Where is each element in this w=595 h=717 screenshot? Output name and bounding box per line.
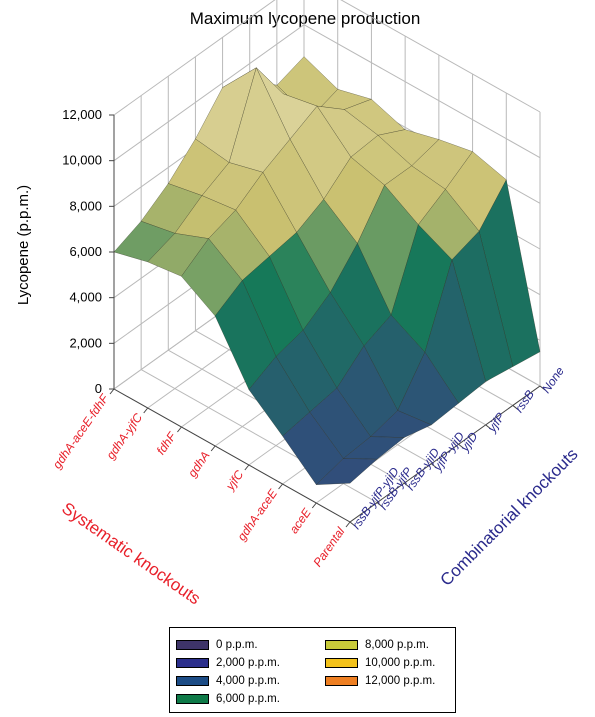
legend-swatch [325,640,358,650]
legend-label: 2,000 p.p.m. [216,657,280,669]
x-tick-mark [109,388,115,395]
x-tick-mark [278,483,283,490]
y-tick-mark [512,405,519,410]
y-tick-mark [403,482,410,488]
z-tick-label: 6,000 [69,244,102,259]
legend-item: 6,000 p.p.m. [176,692,280,706]
systematic-tick-label: Parental [310,524,347,569]
legend-swatch [176,658,209,668]
x-tick-mark [345,521,351,528]
z-tick-label: 10,000 [62,153,102,168]
x-tick-mark [210,445,216,452]
z-tick-label: 2,000 [69,335,102,350]
systematic-tick-label: gdhA-yjfC [103,410,145,461]
legend-item: 4,000 p.p.m. [176,674,280,688]
z-axis-ticks: 0 2,000 4,000 6,000 8,000 10,000 12,000 [62,107,114,396]
systematic-tick-label: gdhA [185,449,213,480]
legend-item: 12,000 p.p.m. [325,674,435,688]
legend-swatch [176,676,209,686]
legend-label: 4,000 p.p.m. [216,675,280,687]
x-tick-mark [311,502,317,509]
surface-cell [315,458,378,485]
combinatorial-tick-label: yjfP [484,410,508,435]
z-tick-label: 0 [95,381,102,396]
legend-swatch [325,676,358,686]
z-tick-label: 12,000 [62,107,102,122]
legend-label: 6,000 p.p.m. [216,693,280,705]
combinatorial-tick-label: None [539,364,567,396]
y-tick-mark [376,502,383,507]
legend-label: 10,000 p.p.m. [365,657,436,669]
legend-item: 8,000 p.p.m. [325,638,429,652]
chart-title: Maximum lycopene production [190,9,421,28]
legend-item: 0 p.p.m. [176,638,258,652]
legend-item: 10,000 p.p.m. [325,656,435,670]
axis-line [349,385,541,523]
axis-line [113,388,351,523]
y-tick-mark [539,385,546,391]
z-axis-label: Lycopene (p.p.m.) [15,185,32,305]
legend-label: 12,000 p.p.m. [365,675,436,687]
z-tick-label: 4,000 [69,290,102,305]
legend-swatch [176,694,209,704]
x-tick-mark [143,407,149,414]
z-tick-label: 8,000 [69,198,102,213]
legend-item: 2,000 p.p.m. [176,656,280,670]
x-tick-mark [177,426,182,433]
y-tick-mark [458,443,464,449]
combinatorial-axis-label: Combinatorial knockouts [437,445,582,590]
surface-mesh [113,56,541,486]
y-tick-mark [485,424,492,430]
systematic-tick-label: gdhA-aceE [235,486,281,543]
systematic-tick-label: fdhF [154,429,180,457]
systematic-tick-label: gdhA-aceE-fdhF [50,391,112,471]
color-legend: 0 p.p.m. 2,000 p.p.m. 4,000 p.p.m. 6,000… [169,627,456,713]
z-gridline [113,0,541,116]
combinatorial-tick-label: rssB [512,387,537,415]
legend-swatch [176,640,209,650]
y-tick-mark [431,463,437,469]
legend-label: 8,000 p.p.m. [365,639,429,651]
systematic-tick-label: yjfC [222,467,246,493]
x-tick-mark [244,464,250,471]
legend-label: 0 p.p.m. [216,639,258,651]
systematic-axis-label: Systematic knockouts [58,499,204,609]
systematic-tick-label: aceE [287,505,315,536]
legend-swatch [325,658,358,668]
y-tick-mark [349,521,356,527]
